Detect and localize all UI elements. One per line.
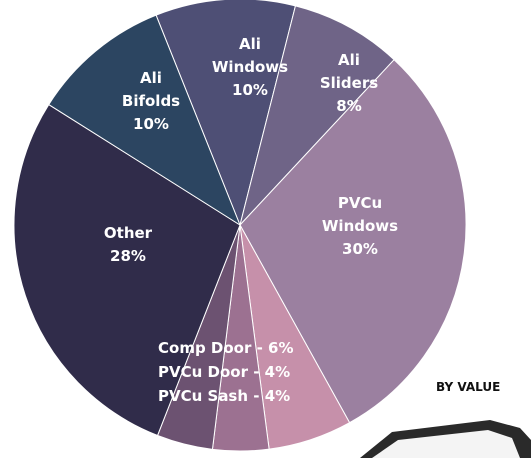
data-label: 10%: [232, 81, 268, 99]
slice-label: Ali Sliders 8%: [318, 49, 380, 118]
data-label: PVCu Door - 4%: [158, 363, 291, 381]
device-screen: [372, 430, 520, 458]
pie-slice: [48, 14, 242, 227]
category-label: Ali Windows: [211, 35, 289, 76]
pie-slice: [155, 0, 297, 227]
data-label: 10%: [133, 115, 169, 133]
data-label: 28%: [110, 247, 146, 265]
category-label: PVCu Windows: [321, 194, 399, 235]
data-label: PVCu Sash - 4%: [158, 387, 291, 405]
slice-label: Other 28%: [88, 222, 168, 268]
data-label: 30%: [342, 240, 378, 258]
slice-label: Ali Windows 10%: [210, 33, 290, 102]
slice-label: Ali Bifolds 10%: [121, 67, 181, 136]
pie-slice: [13, 103, 241, 437]
subtitle: BY VALUE: [436, 380, 501, 394]
category-label: Ali Bifolds: [121, 69, 181, 110]
category-label: Ali Sliders: [319, 51, 379, 92]
pie-slice: [239, 59, 467, 424]
data-label: 8%: [336, 97, 362, 115]
data-label: Comp Door - 6%: [158, 339, 294, 357]
slice-label: PVCu Windows 30%: [315, 192, 405, 261]
pie-slice: [239, 5, 395, 226]
category-label: Other: [103, 224, 153, 242]
